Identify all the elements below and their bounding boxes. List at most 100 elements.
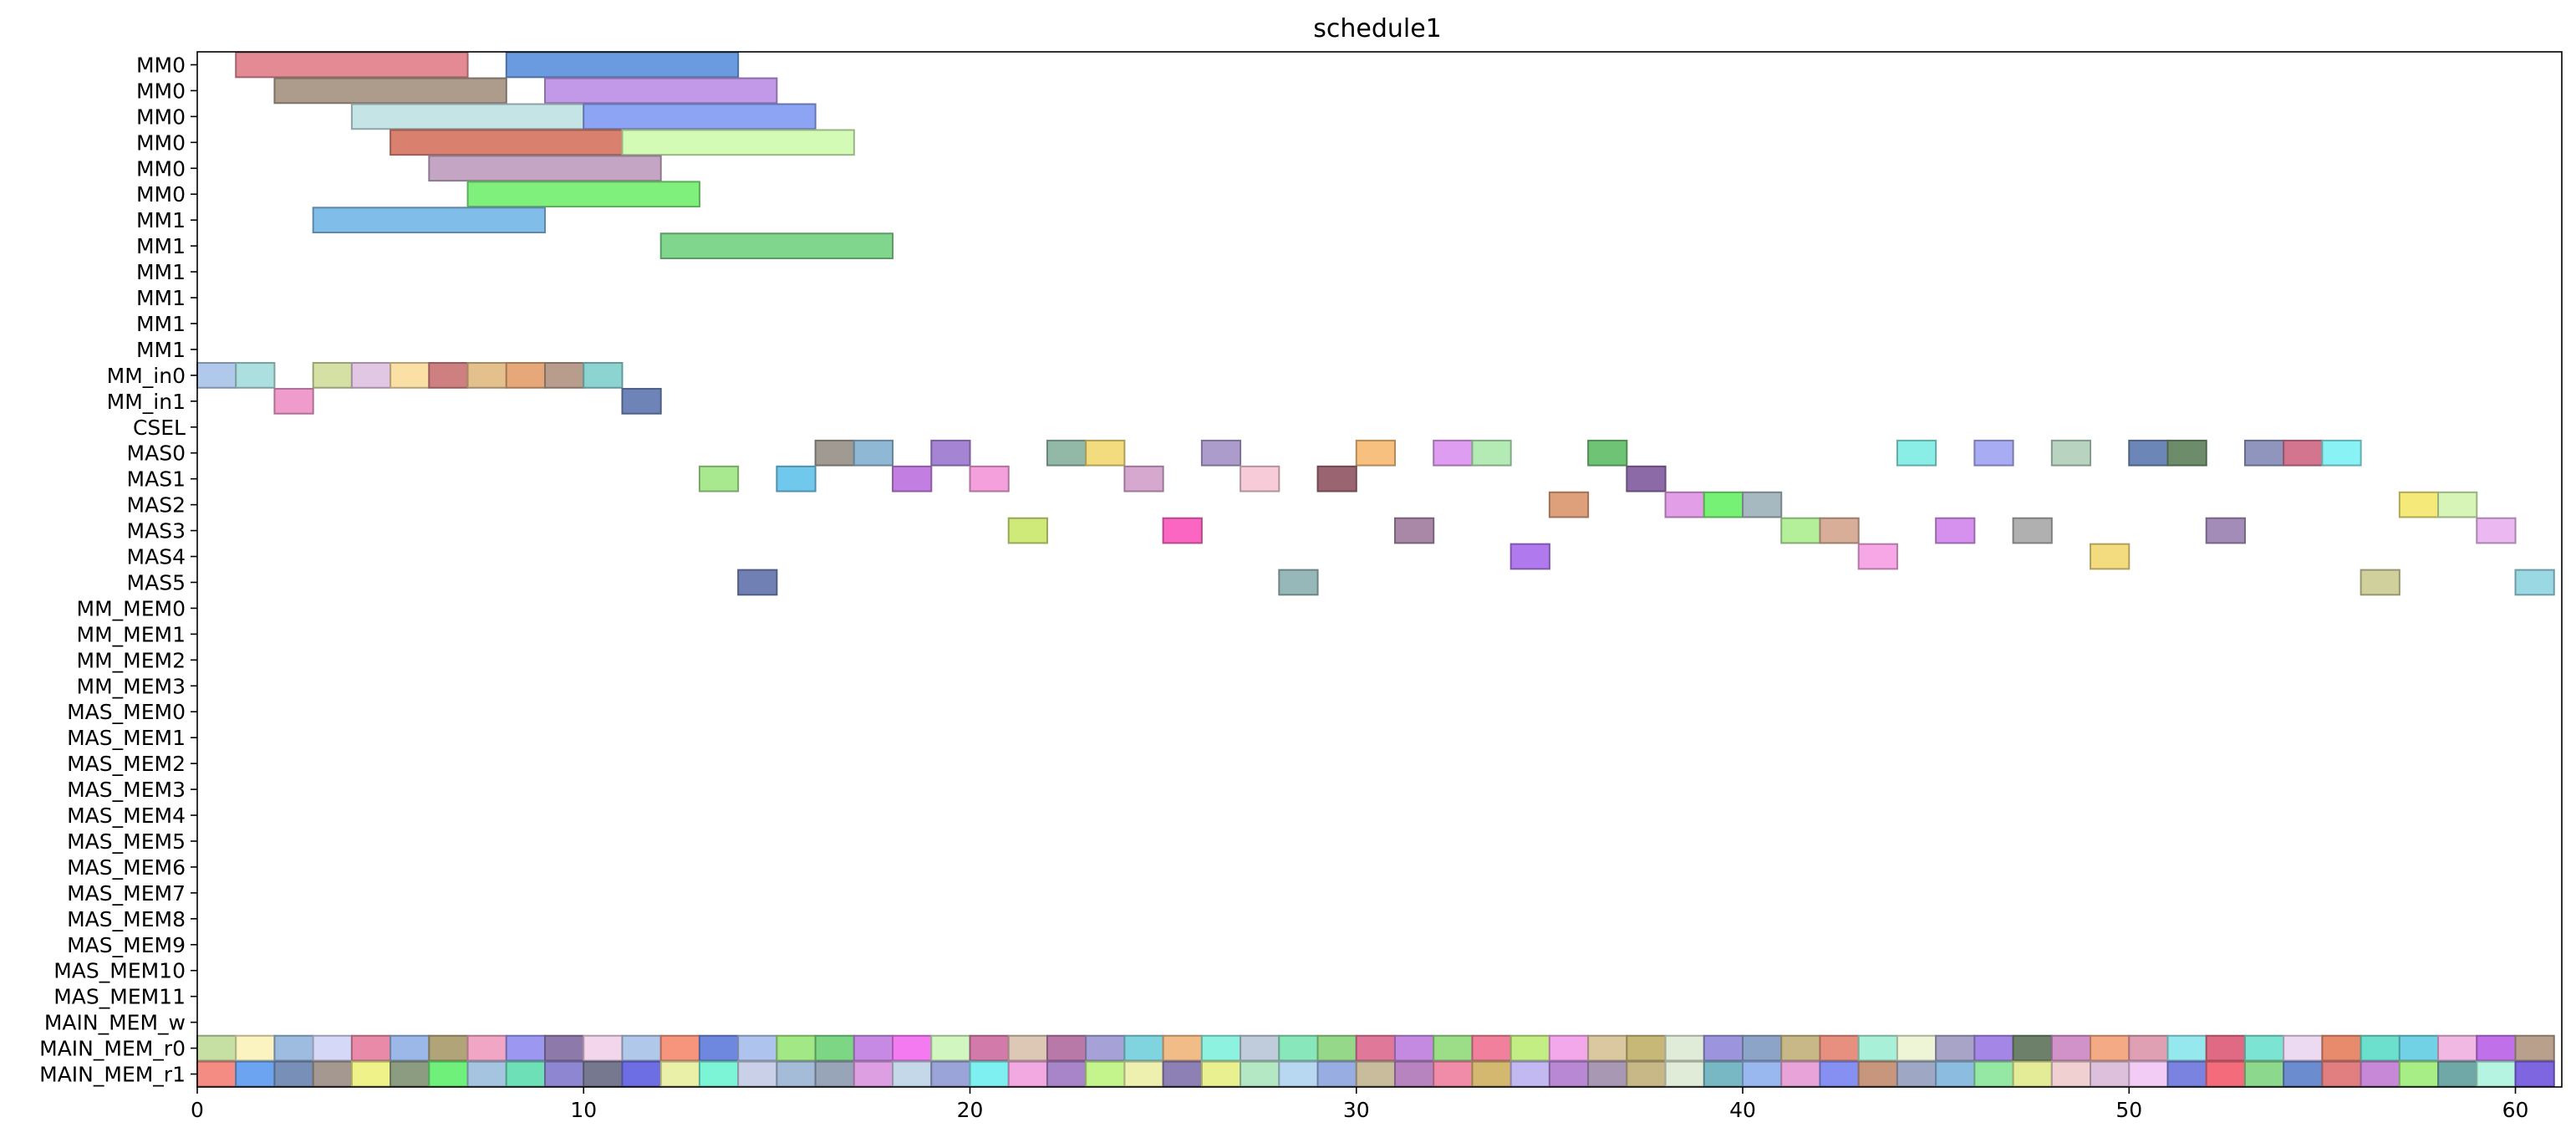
task-bar bbox=[621, 1034, 662, 1062]
y-tick-label: MAS_MEM6 bbox=[67, 855, 186, 880]
task-bar bbox=[1085, 1060, 1126, 1088]
task-bar bbox=[969, 1060, 1010, 1088]
task-bar bbox=[273, 1060, 314, 1088]
task-bar bbox=[312, 207, 547, 234]
task-bar bbox=[1200, 1060, 1242, 1088]
task-bar bbox=[737, 569, 778, 596]
task-bar bbox=[350, 1060, 392, 1088]
task-bar bbox=[1046, 439, 1087, 467]
y-tick-label: MM_in0 bbox=[107, 364, 186, 388]
y-tick-label: MM0 bbox=[136, 79, 186, 103]
task-bar bbox=[2128, 1034, 2169, 1062]
task-bar bbox=[2128, 1060, 2169, 1088]
y-tick-label: MM_MEM1 bbox=[77, 622, 186, 646]
task-bar bbox=[814, 1060, 855, 1088]
task-bar bbox=[1433, 439, 1474, 467]
x-axis: 0 10 20 30 40 50 60 bbox=[191, 1087, 2528, 1122]
task-bar bbox=[1162, 517, 1203, 544]
task-bar bbox=[621, 129, 855, 156]
task-bar bbox=[2437, 1060, 2478, 1088]
task-bar bbox=[737, 1060, 778, 1088]
task-bar bbox=[1509, 1060, 1550, 1088]
task-bar bbox=[389, 1060, 430, 1088]
task-bar bbox=[698, 465, 740, 492]
task-bar bbox=[1819, 517, 1860, 544]
task-bar bbox=[505, 362, 547, 389]
task-bar bbox=[544, 77, 778, 105]
task-bar bbox=[1240, 465, 1280, 492]
task-bar bbox=[235, 1060, 276, 1088]
task-bar bbox=[389, 1034, 430, 1062]
task-bar bbox=[235, 362, 276, 389]
task-bar bbox=[2243, 1060, 2285, 1088]
x-tick-label: 60 bbox=[2502, 1098, 2529, 1122]
y-tick-label: MAS_MEM8 bbox=[67, 907, 186, 931]
y-tick-label: MM0 bbox=[136, 130, 186, 155]
task-bar bbox=[1857, 1034, 1898, 1062]
task-bar bbox=[659, 232, 894, 259]
task-bar bbox=[1393, 1034, 1435, 1062]
task-bar bbox=[1664, 491, 1705, 518]
task-bar bbox=[2398, 1060, 2440, 1088]
task-bar bbox=[1200, 1034, 1242, 1062]
task-bar bbox=[583, 103, 817, 130]
task-bar bbox=[1240, 1034, 1280, 1062]
task-bar bbox=[621, 387, 662, 415]
task-bar bbox=[1355, 1034, 1396, 1062]
task-bar bbox=[2205, 1034, 2246, 1062]
y-tick-label: MM0 bbox=[136, 156, 186, 181]
task-bar bbox=[1819, 1034, 1860, 1062]
task-bar bbox=[312, 1060, 353, 1088]
task-bar bbox=[428, 362, 469, 389]
task-bar bbox=[1780, 517, 1821, 544]
task-bar bbox=[814, 439, 855, 467]
task-bar bbox=[1433, 1034, 1474, 1062]
task-bar bbox=[1123, 1060, 1164, 1088]
y-tick-label: MM_in1 bbox=[107, 390, 186, 414]
task-bar bbox=[1703, 1034, 1744, 1062]
task-bar bbox=[814, 1034, 855, 1062]
task-bar bbox=[583, 362, 624, 389]
task-bar bbox=[1278, 1034, 1319, 1062]
task-bar bbox=[1935, 517, 1976, 544]
task-bar bbox=[2283, 1060, 2324, 1088]
task-bar bbox=[2050, 1034, 2092, 1062]
task-bar bbox=[2205, 1060, 2246, 1088]
y-tick-label: MM1 bbox=[136, 208, 186, 232]
task-bar bbox=[1123, 465, 1164, 492]
x-tick-label: 10 bbox=[570, 1098, 597, 1122]
y-tick-label: MM1 bbox=[136, 286, 186, 310]
task-bar bbox=[930, 1034, 971, 1062]
task-bar bbox=[776, 1060, 817, 1088]
y-tick-label: MAS2 bbox=[127, 493, 186, 518]
y-tick-label: MAS_MEM2 bbox=[67, 752, 186, 776]
task-bar bbox=[389, 129, 624, 156]
task-bar bbox=[466, 362, 507, 389]
task-bar bbox=[2243, 1034, 2285, 1062]
task-bar bbox=[853, 1034, 894, 1062]
task-bar bbox=[1742, 1034, 1783, 1062]
task-bar bbox=[2398, 491, 2440, 518]
task-bar bbox=[544, 1060, 585, 1088]
task-bar bbox=[1162, 1060, 1203, 1088]
task-bar bbox=[2476, 1060, 2517, 1088]
task-bar bbox=[505, 1060, 547, 1088]
task-bar bbox=[2321, 1034, 2362, 1062]
task-bar bbox=[1703, 491, 1744, 518]
task-bar bbox=[1278, 1060, 1319, 1088]
task-bar bbox=[2283, 439, 2324, 467]
y-tick-label: MAS_MEM9 bbox=[67, 933, 186, 957]
task-bar bbox=[1780, 1034, 1821, 1062]
task-bar bbox=[1548, 1034, 1590, 1062]
task-bar bbox=[1548, 491, 1590, 518]
y-tick-label: MAIN_MEM_r0 bbox=[39, 1037, 186, 1061]
task-bar bbox=[698, 1034, 740, 1062]
task-bar bbox=[1780, 1060, 1821, 1088]
task-bar bbox=[1007, 517, 1048, 544]
task-bar bbox=[2476, 1034, 2517, 1062]
task-bar bbox=[776, 1034, 817, 1062]
task-bar bbox=[1896, 1034, 1937, 1062]
task-bar bbox=[2166, 1060, 2207, 1088]
task-bar bbox=[273, 387, 314, 415]
y-tick-label: MAS3 bbox=[127, 519, 186, 543]
